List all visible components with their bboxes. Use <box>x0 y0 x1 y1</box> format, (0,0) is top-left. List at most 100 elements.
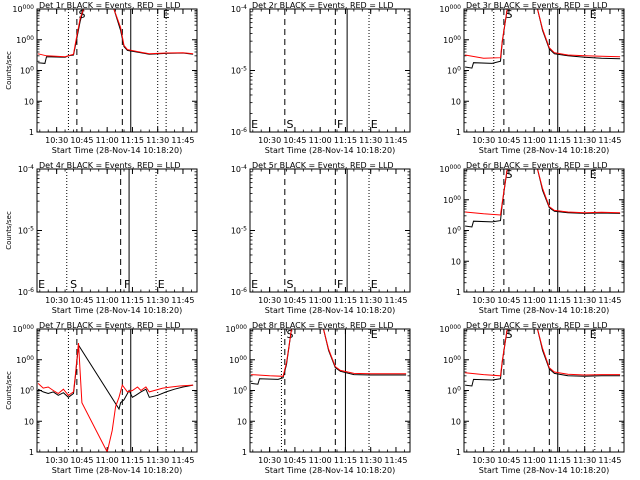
plot-frame <box>463 328 625 453</box>
y-tick-label: 100 <box>20 66 34 76</box>
y-tick-label: 10-5 <box>231 66 247 76</box>
marker-label: F <box>124 278 130 291</box>
marker-label: F <box>337 278 343 291</box>
y-tick-label: 100 <box>233 386 247 396</box>
series-line-events <box>38 9 194 64</box>
y-tick-label: 100 <box>447 386 461 396</box>
x-axis-label: Start Time (28-Nov-14 10:18:20) <box>52 306 182 315</box>
y-tick-label: 10000 <box>12 324 34 334</box>
x-tick-label: 11:00 <box>96 456 119 465</box>
x-tick-label: 11:45 <box>171 136 194 145</box>
y-tick-label: 1 <box>456 288 461 297</box>
y-axis-label: Counts/sec <box>5 51 13 90</box>
panel-title: Det 3r BLACK = Events, RED = LLD <box>466 1 608 10</box>
marker-label: S <box>506 8 513 21</box>
x-axis-label: Start Time (28-Nov-14 10:18:20) <box>265 306 395 315</box>
plot-frame <box>249 8 411 133</box>
y-tick-label: 1000 <box>443 195 461 205</box>
series-line-lld <box>37 9 194 58</box>
y-tick-label: 1 <box>242 448 247 457</box>
x-tick-label: 10:45 <box>497 456 520 465</box>
marker-label: F <box>337 118 343 131</box>
x-tick-label: 10:30 <box>45 456 68 465</box>
y-tick-label: 10000 <box>225 324 247 334</box>
panel-det-4: Det 4r BLACK = Events, RED = LLD Counts/s… <box>5 161 198 315</box>
panel-det-2: Det 2r BLACK = Events, RED = LLD Start Ti… <box>231 1 411 155</box>
marker-label: S <box>506 328 513 341</box>
x-tick-label: 11:00 <box>523 296 546 305</box>
x-axis-label: Start Time (28-Nov-14 10:18:20) <box>52 466 182 475</box>
x-tick-label: 11:45 <box>598 296 621 305</box>
x-tick-label: 11:30 <box>146 296 169 305</box>
x-axis-label: Start Time (28-Nov-14 10:18:20) <box>479 306 609 315</box>
panel-det-1: Det 1r BLACK = Events, RED = LLD Counts/s… <box>5 1 198 155</box>
x-tick-label: 11:15 <box>121 296 144 305</box>
series-line-events <box>37 343 194 411</box>
y-tick-label: 100 <box>20 386 34 396</box>
y-tick-label: 10-6 <box>231 127 247 137</box>
marker-label: E <box>590 168 597 181</box>
y-tick-label: 1000 <box>16 35 34 45</box>
marker-label: E <box>158 278 165 291</box>
y-tick-label: 10000 <box>439 164 461 174</box>
panel-det-9: Det 9r BLACK = Events, RED = LLD Start Ti… <box>439 321 625 475</box>
plot-frame <box>249 168 411 293</box>
x-tick-label: 11:45 <box>171 456 194 465</box>
marker-label: S <box>70 278 77 291</box>
marker-label: E <box>371 278 378 291</box>
x-tick-label: 11:00 <box>309 456 332 465</box>
x-tick-label: 11:30 <box>573 456 596 465</box>
x-tick-label: 11:00 <box>309 136 332 145</box>
x-tick-label: 11:45 <box>598 136 621 145</box>
x-tick-label: 10:45 <box>283 136 306 145</box>
x-tick-label: 11:30 <box>359 296 382 305</box>
x-tick-label: 11:45 <box>384 136 407 145</box>
x-tick-label: 10:30 <box>258 296 281 305</box>
x-tick-label: 11:00 <box>523 136 546 145</box>
panel-det-7: Det 7r BLACK = Events, RED = LLD Counts/s… <box>5 321 198 475</box>
marker-label: E <box>371 328 378 341</box>
series-line-events <box>465 169 621 228</box>
x-tick-label: 10:30 <box>472 296 495 305</box>
y-tick-label: 10000 <box>439 4 461 14</box>
y-tick-label: 10 <box>451 417 461 426</box>
y-tick-label: 100 <box>447 66 461 76</box>
marker-label: E <box>251 118 258 131</box>
y-tick-label: 1 <box>29 128 34 137</box>
marker-label: S <box>286 118 293 131</box>
y-tick-label: 10-6 <box>231 287 247 297</box>
x-tick-label: 10:30 <box>472 136 495 145</box>
x-tick-label: 11:15 <box>548 456 571 465</box>
panel-title: Det 1r BLACK = Events, RED = LLD <box>39 1 181 10</box>
panel-det-6: Det 6r BLACK = Events, RED = LLD Start Ti… <box>439 161 625 315</box>
x-tick-label: 10:30 <box>472 456 495 465</box>
panel-title: Det 9r BLACK = Events, RED = LLD <box>466 321 608 330</box>
x-tick-label: 11:30 <box>146 136 169 145</box>
series-line-lld <box>251 329 407 377</box>
x-tick-label: 11:00 <box>96 296 119 305</box>
x-tick-label: 10:45 <box>70 296 93 305</box>
y-tick-label: 1000 <box>443 35 461 45</box>
x-tick-label: 10:45 <box>497 296 520 305</box>
y-axis-label: Counts/sec <box>5 371 13 410</box>
y-tick-label: 1000 <box>16 355 34 365</box>
x-tick-label: 11:15 <box>548 296 571 305</box>
x-tick-label: 11:45 <box>598 456 621 465</box>
y-tick-label: 100 <box>447 226 461 236</box>
y-tick-label: 1 <box>29 448 34 457</box>
y-tick-label: 10 <box>451 257 461 266</box>
x-tick-label: 10:45 <box>70 456 93 465</box>
y-tick-label: 10 <box>24 417 34 426</box>
x-tick-label: 11:00 <box>309 296 332 305</box>
x-tick-label: 10:30 <box>258 136 281 145</box>
x-tick-label: 10:45 <box>283 296 306 305</box>
y-tick-label: 10-4 <box>18 164 34 174</box>
y-tick-label: 10000 <box>439 324 461 334</box>
plot-frame <box>463 168 625 293</box>
y-axis-label: Counts/sec <box>5 211 13 250</box>
x-axis-label: Start Time (28-Nov-14 10:18:20) <box>479 466 609 475</box>
x-tick-label: 11:30 <box>359 456 382 465</box>
plot-frame <box>36 8 198 133</box>
plot-frame <box>249 328 411 453</box>
